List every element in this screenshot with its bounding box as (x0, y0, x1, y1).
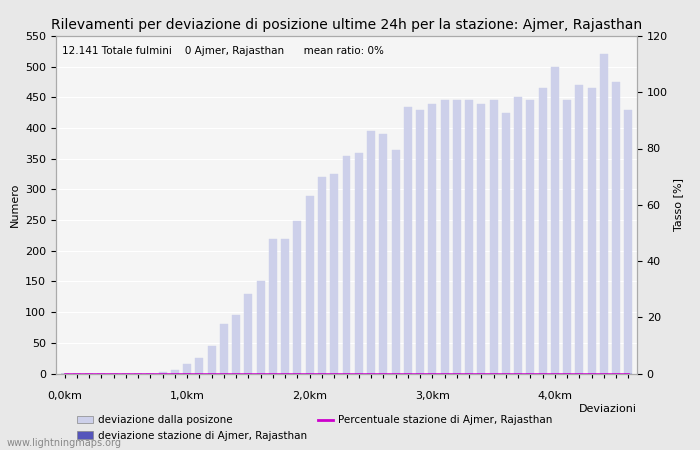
Bar (563, 100, 571, 374)
Bar (318, 177, 326, 374)
Bar (306, 196, 314, 374)
Bar (355, 153, 363, 374)
Bar (293, 221, 302, 374)
Bar (342, 156, 351, 374)
Text: 3,0km: 3,0km (415, 391, 449, 401)
Bar (257, 281, 265, 374)
Bar (281, 238, 289, 374)
Bar (453, 100, 461, 374)
Bar (538, 88, 547, 373)
Text: Deviazioni: Deviazioni (579, 404, 637, 414)
Text: 12.141 Totale fulmini    0 Ajmer, Rajasthan      mean ratio: 0%: 12.141 Totale fulmini 0 Ajmer, Rajasthan… (62, 46, 384, 56)
Bar (220, 324, 228, 374)
Legend: deviazione dalla posizone, deviazione stazione di Ajmer, Rajasthan, Percentuale : deviazione dalla posizone, deviazione st… (73, 411, 557, 445)
Bar (404, 107, 412, 373)
Text: 1,0km: 1,0km (169, 391, 204, 401)
Bar (244, 294, 253, 374)
Y-axis label: Tasso [%]: Tasso [%] (673, 178, 683, 231)
Bar (195, 358, 204, 374)
Bar (440, 100, 449, 374)
Bar (612, 82, 620, 373)
Text: 4,0km: 4,0km (538, 391, 573, 401)
Bar (600, 54, 608, 374)
Bar (502, 112, 510, 374)
Bar (183, 364, 191, 373)
Bar (391, 149, 400, 374)
Text: www.lightningmaps.org: www.lightningmaps.org (7, 438, 122, 448)
Y-axis label: Numero: Numero (10, 183, 20, 227)
Bar (465, 100, 473, 374)
Bar (416, 110, 424, 374)
Text: 0,0km: 0,0km (47, 391, 82, 401)
Bar (514, 97, 522, 374)
Title: Rilevamenti per deviazione di posizione ultime 24h per la stazione: Ajmer, Rajas: Rilevamenti per deviazione di posizione … (51, 18, 642, 32)
Bar (624, 110, 632, 374)
Bar (551, 67, 559, 374)
Bar (269, 238, 277, 374)
Bar (588, 88, 596, 373)
Bar (428, 104, 436, 374)
Bar (477, 104, 485, 374)
Bar (489, 100, 498, 374)
Text: 2,0km: 2,0km (292, 391, 327, 401)
Bar (330, 174, 338, 374)
Bar (367, 131, 375, 373)
Bar (526, 100, 534, 374)
Bar (171, 370, 179, 373)
Bar (208, 346, 216, 374)
Bar (232, 315, 240, 374)
Bar (379, 134, 387, 374)
Bar (159, 372, 167, 374)
Bar (575, 85, 583, 374)
